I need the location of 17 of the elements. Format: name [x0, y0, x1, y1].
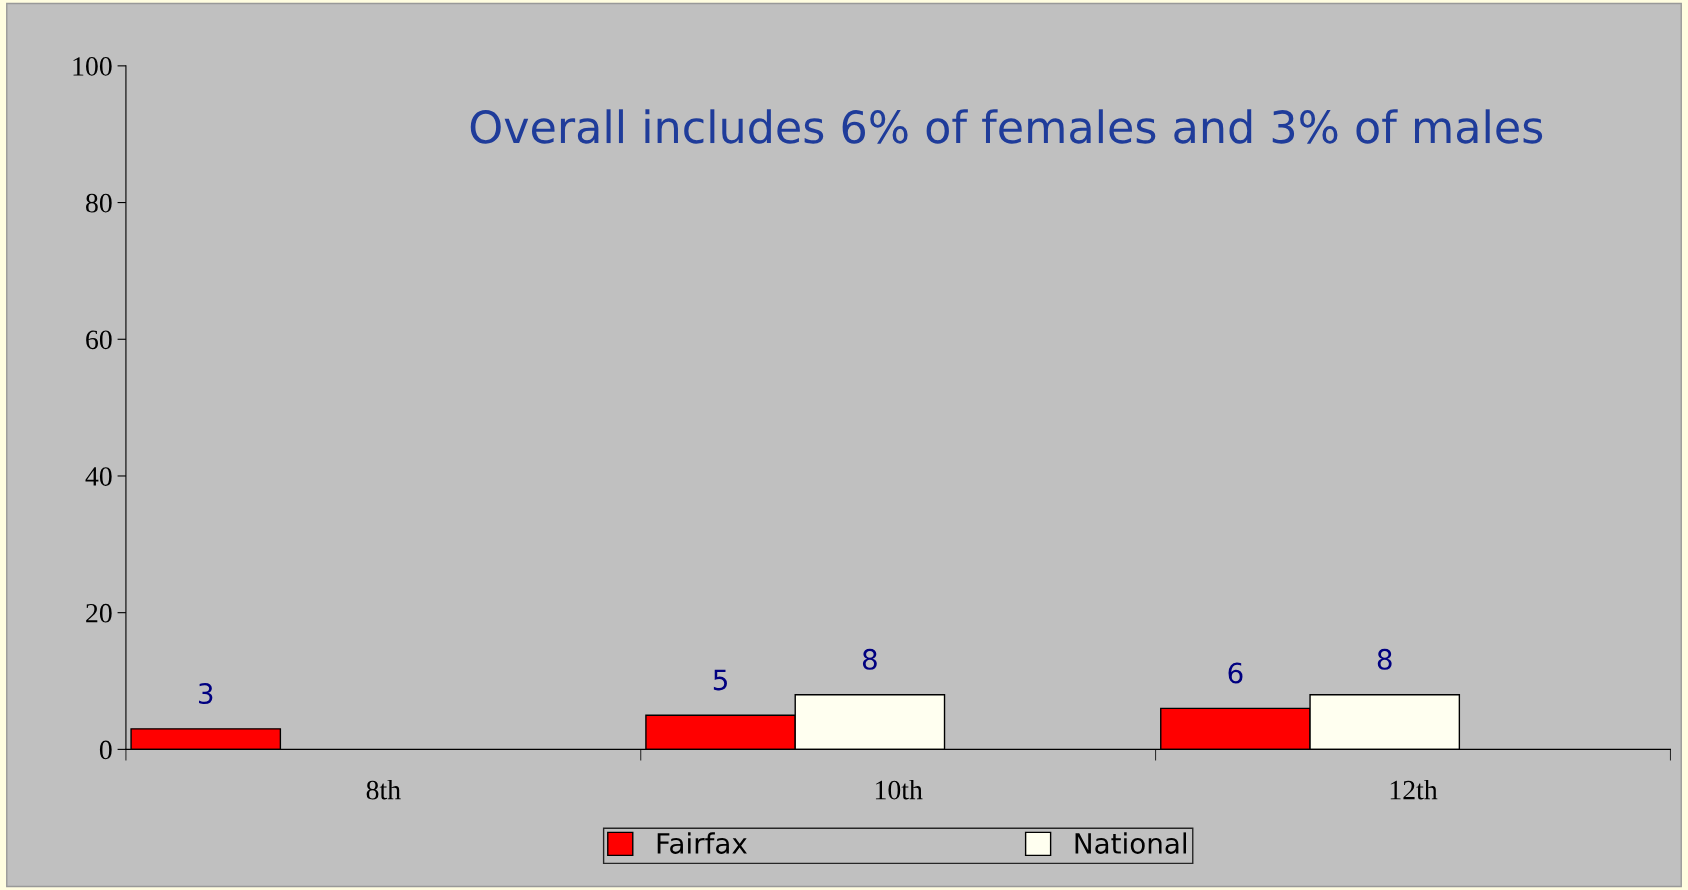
y-tick-label: 80: [86, 193, 112, 213]
y-tick-label: 20: [86, 603, 112, 623]
x-tick-label: 12th: [1390, 779, 1438, 800]
x-tick-label: 10th: [875, 779, 923, 800]
y-tick-label: 60: [86, 330, 112, 350]
data-label: 3: [199, 683, 213, 705]
annotation: Overall includes 6% of females and 3% of males: [470, 109, 1543, 144]
data-label: 5: [713, 669, 727, 691]
data-label: 8: [1377, 648, 1392, 670]
data-label: 6: [1228, 662, 1243, 684]
x-tick-label: 8th: [366, 779, 401, 800]
y-tick-label: 100: [73, 57, 112, 76]
y-tick-label: 0: [99, 740, 112, 760]
data-label: 8: [862, 648, 877, 670]
legend-label: National: [1075, 832, 1186, 854]
y-tick-label: 40: [85, 467, 112, 486]
legend-label: Fairfax: [657, 832, 747, 854]
